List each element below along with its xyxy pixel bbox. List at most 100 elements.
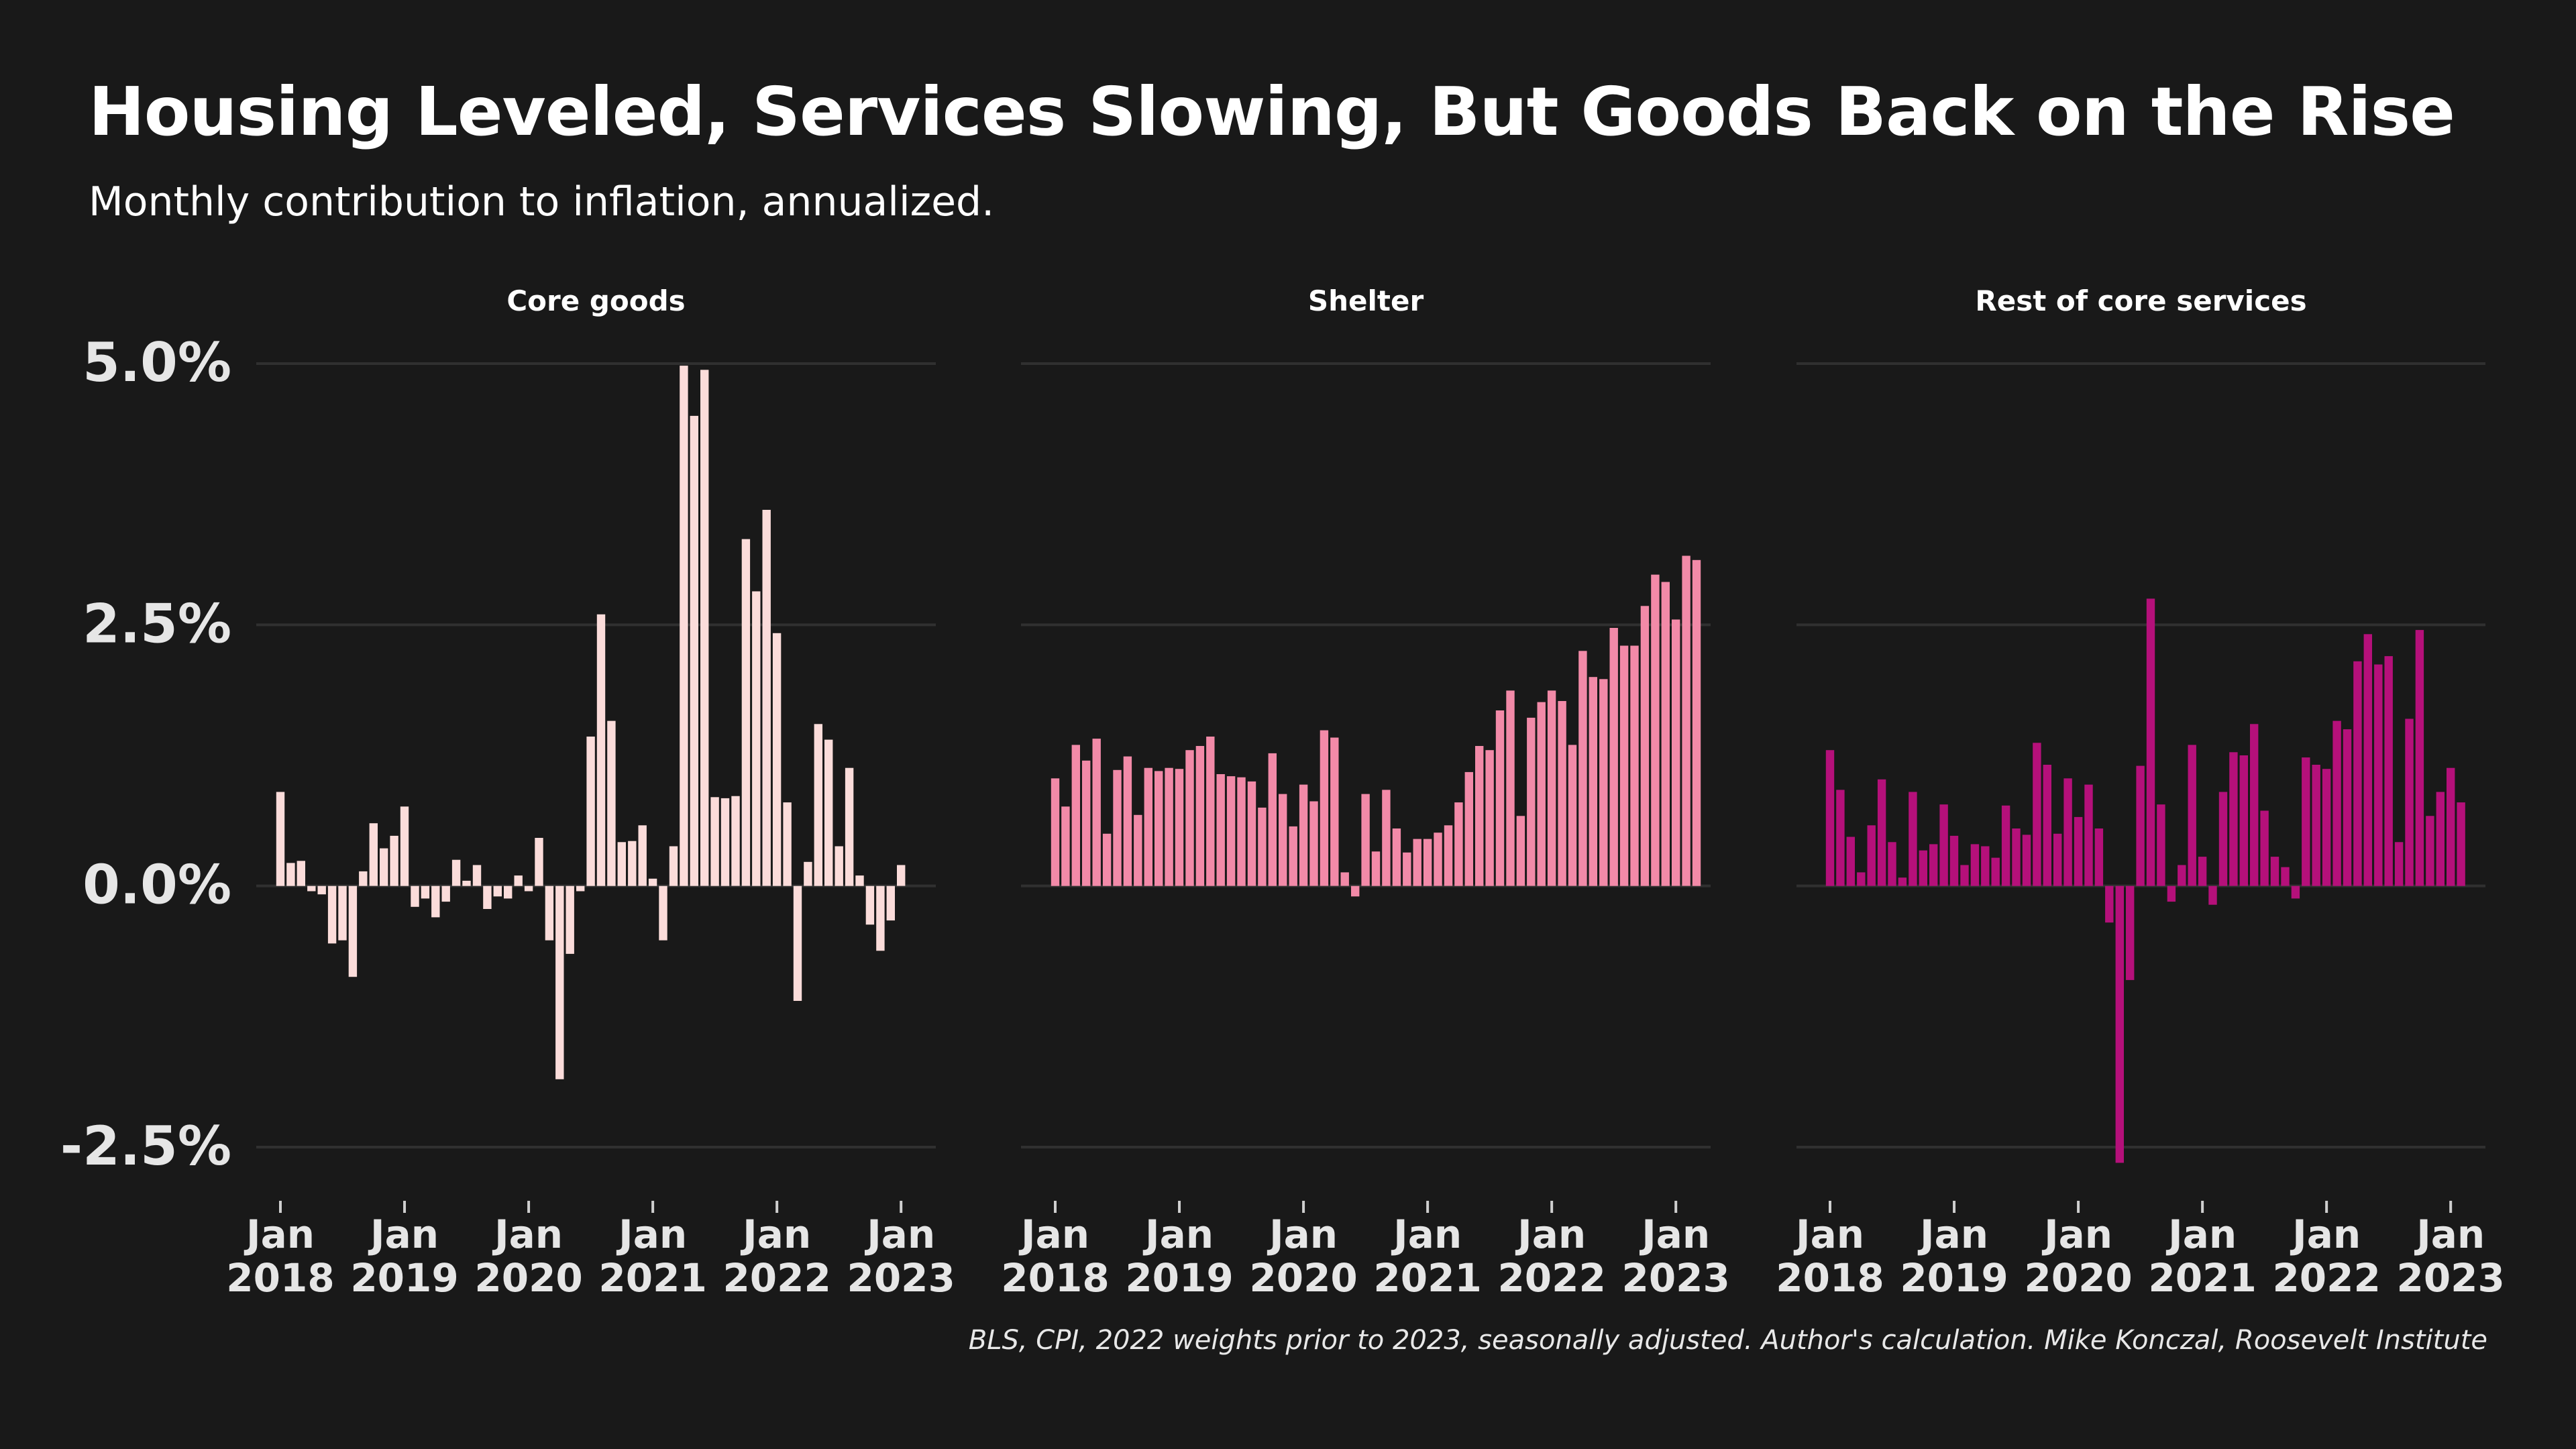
x-tick-label-year: 2023	[2396, 1255, 2504, 1301]
bar	[1226, 776, 1236, 886]
bar	[2178, 865, 2186, 886]
bar	[804, 861, 812, 886]
bar	[451, 859, 461, 886]
bar	[2363, 634, 2372, 886]
bar	[1144, 767, 1152, 886]
bar	[1857, 872, 1866, 886]
bar	[1578, 651, 1587, 886]
bar	[586, 737, 595, 886]
x-tick-label-month: Jan	[740, 1212, 811, 1257]
bar	[1640, 606, 1650, 886]
bar	[1846, 837, 1855, 886]
bar	[2394, 842, 2404, 886]
bar	[628, 841, 637, 886]
chart-title: Housing Leveled, Services Slowing, But G…	[89, 72, 2455, 151]
x-tick-label-month: Jan	[368, 1212, 439, 1257]
bar	[2312, 765, 2320, 886]
bar	[752, 591, 761, 886]
x-tick-label-year: 2022	[1497, 1255, 1605, 1301]
bar	[1155, 771, 1163, 886]
bar	[2094, 828, 2104, 886]
bar	[741, 539, 751, 886]
x-tick-label-year: 2020	[474, 1255, 582, 1301]
x-tick-label-month: Jan	[1917, 1212, 1988, 1257]
x-tick-label-month: Jan	[2290, 1212, 2361, 1257]
bar	[1299, 784, 1308, 886]
bar	[1547, 690, 1556, 886]
bar	[421, 885, 430, 899]
bar	[690, 415, 698, 886]
bar	[2239, 755, 2248, 886]
bar	[462, 880, 471, 886]
bar	[865, 885, 875, 925]
bar	[2146, 598, 2155, 886]
bar	[772, 633, 782, 886]
bar	[2012, 828, 2021, 886]
x-tick-label-year: 2022	[2272, 1255, 2380, 1301]
bar	[307, 885, 316, 892]
facet-panel: Core goodsJan2018Jan2019Jan2020Jan2021Ja…	[226, 284, 955, 1301]
bar	[1134, 814, 1142, 886]
bar	[1630, 645, 1639, 886]
bar	[1309, 801, 1318, 886]
bar	[1371, 851, 1381, 886]
bar	[1960, 865, 1969, 886]
bar	[1991, 857, 2000, 886]
bar	[535, 838, 543, 886]
x-tick-label-month: Jan	[1018, 1212, 1089, 1257]
bar	[1970, 844, 1980, 886]
bar	[514, 875, 523, 886]
bar	[400, 806, 409, 886]
bar	[1165, 767, 1173, 886]
bar	[1527, 717, 1536, 886]
bar	[411, 885, 419, 907]
bar	[710, 797, 719, 886]
bar	[2322, 769, 2331, 886]
bar	[1619, 645, 1629, 886]
bar	[1279, 794, 1287, 886]
x-tick-label-year: 2023	[847, 1255, 955, 1301]
x-tick-label-year: 2019	[1125, 1255, 1233, 1301]
bar	[1092, 739, 1101, 886]
x-tick-label-month: Jan	[2165, 1212, 2237, 1257]
bar	[380, 848, 388, 886]
bar	[1599, 679, 1608, 886]
bar	[2167, 885, 2176, 902]
bar	[1651, 574, 1660, 886]
x-tick-label-year: 2020	[2024, 1255, 2132, 1301]
bar	[855, 875, 864, 886]
bar	[845, 767, 854, 886]
bar	[1981, 846, 1990, 886]
bar	[2229, 752, 2238, 886]
bar	[2126, 885, 2135, 980]
bar	[545, 885, 554, 941]
bar	[1382, 790, 1391, 886]
x-tick-label-month: Jan	[1267, 1212, 1338, 1257]
x-tick-label-month: Jan	[492, 1212, 563, 1257]
bar	[1206, 737, 1215, 886]
bar	[638, 825, 647, 886]
bar	[2270, 857, 2279, 886]
facet-title: Shelter	[1308, 284, 1424, 317]
bar	[276, 792, 285, 886]
bar	[1537, 702, 1546, 886]
bar	[1195, 746, 1205, 886]
x-tick-label-year: 2018	[226, 1255, 334, 1301]
x-tick-label-year: 2018	[1776, 1255, 1884, 1301]
bar	[431, 885, 440, 918]
bar	[504, 885, 513, 899]
bar	[1888, 842, 1896, 886]
bar	[2188, 745, 2196, 886]
bar	[1589, 677, 1597, 886]
bar	[2250, 724, 2259, 886]
x-tick-label-month: Jan	[864, 1212, 935, 1257]
bar	[1558, 701, 1566, 886]
x-tick-label-year: 2019	[1900, 1255, 2008, 1301]
bar	[886, 885, 895, 921]
bar	[2033, 743, 2041, 886]
bar	[1672, 619, 1680, 886]
bar	[2332, 720, 2341, 886]
bar	[793, 885, 802, 1001]
bar	[2353, 661, 2362, 886]
